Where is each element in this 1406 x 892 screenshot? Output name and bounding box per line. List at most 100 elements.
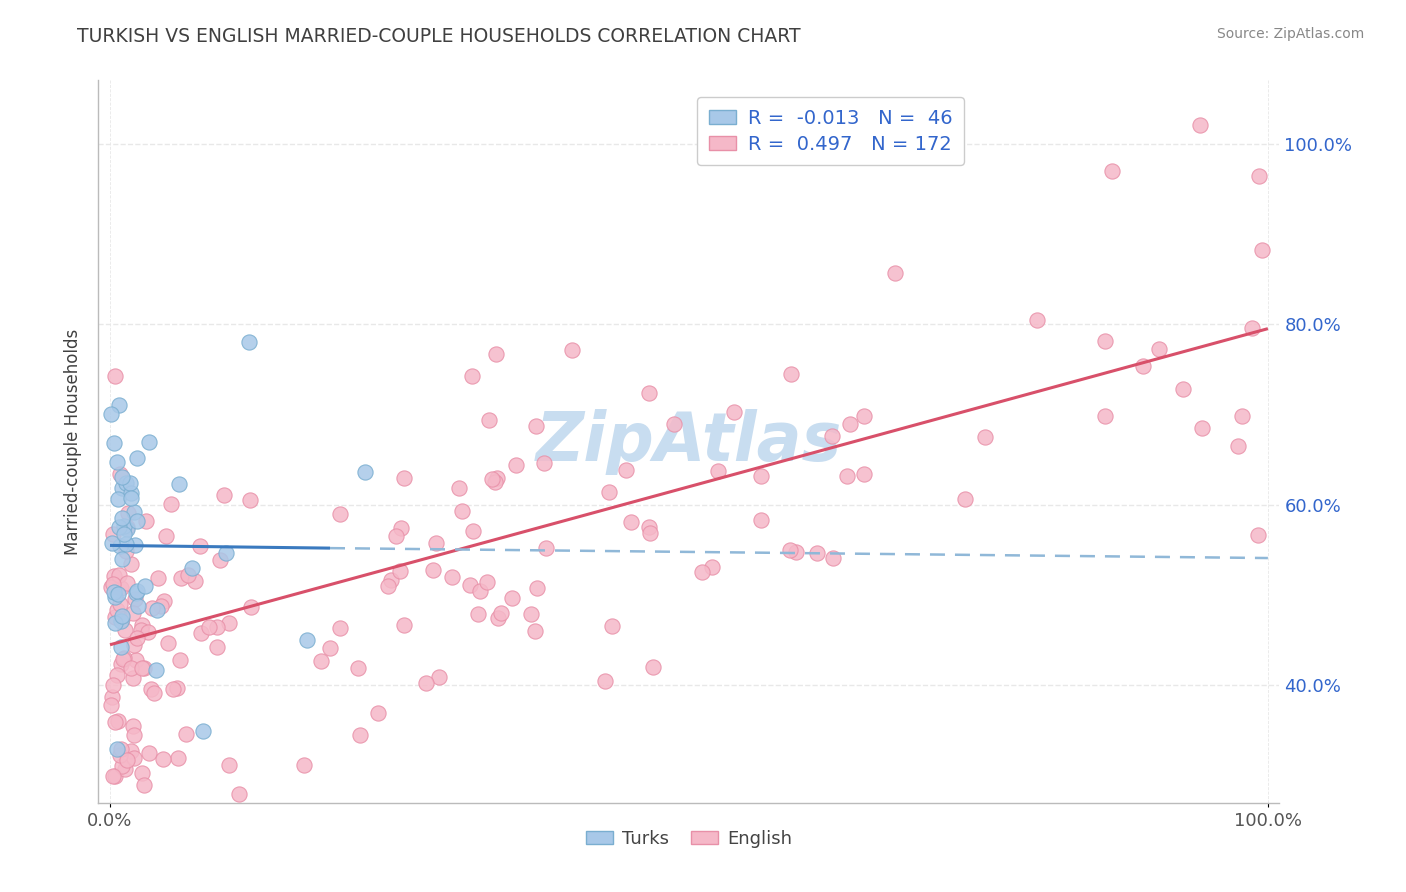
Point <box>485 471 508 485</box>
Point <box>640 526 662 541</box>
Point <box>125 583 148 598</box>
Point <box>533 457 555 471</box>
Point <box>481 472 503 486</box>
Point <box>377 579 399 593</box>
Point <box>127 599 149 614</box>
Point <box>112 518 135 533</box>
Point <box>620 515 643 529</box>
Point <box>120 491 142 505</box>
Point <box>785 544 807 558</box>
Point <box>120 557 142 571</box>
Point <box>105 603 128 617</box>
Point <box>136 624 159 639</box>
Point <box>218 616 240 631</box>
Point <box>146 571 169 585</box>
Point <box>1026 313 1049 327</box>
Point <box>153 594 176 608</box>
Point <box>707 464 730 478</box>
Point <box>1094 409 1116 424</box>
Text: ZipAtlas: ZipAtlas <box>536 409 842 475</box>
Point <box>138 435 160 450</box>
Point <box>101 527 124 541</box>
Point <box>319 641 342 656</box>
Point <box>207 640 229 654</box>
Point <box>114 624 136 638</box>
Point <box>108 520 131 534</box>
Point <box>120 744 142 758</box>
Point <box>598 485 620 500</box>
Point <box>780 367 803 381</box>
Point <box>162 682 184 697</box>
Point <box>104 769 127 783</box>
Point <box>125 585 148 599</box>
Point <box>131 661 153 675</box>
Point <box>329 507 352 521</box>
Point <box>392 471 415 485</box>
Point <box>145 603 167 617</box>
Point <box>389 564 412 578</box>
Point <box>853 409 876 423</box>
Y-axis label: Married-couple Households: Married-couple Households <box>63 328 82 555</box>
Point <box>103 568 125 582</box>
Point <box>643 660 665 674</box>
Point <box>115 522 138 536</box>
Point <box>384 529 406 543</box>
Point <box>600 618 623 632</box>
Point <box>169 653 191 667</box>
Point <box>103 585 125 599</box>
Point <box>1132 359 1154 373</box>
Point <box>141 601 163 615</box>
Point <box>700 560 723 574</box>
Point <box>526 581 548 595</box>
Point <box>883 266 905 280</box>
Text: TURKISH VS ENGLISH MARRIED-COUPLE HOUSEHOLDS CORRELATION CHART: TURKISH VS ENGLISH MARRIED-COUPLE HOUSEH… <box>77 27 801 45</box>
Point <box>1191 421 1213 435</box>
Point <box>422 563 444 577</box>
Point <box>125 653 148 667</box>
Point <box>124 751 146 765</box>
Point <box>468 583 491 598</box>
Point <box>107 714 129 728</box>
Point <box>103 678 125 692</box>
Point <box>115 544 138 558</box>
Point <box>524 419 547 434</box>
Point <box>228 787 250 801</box>
Point <box>450 504 472 518</box>
Point <box>380 573 402 587</box>
Point <box>101 690 124 704</box>
Point <box>198 620 221 634</box>
Point <box>427 670 450 684</box>
Point <box>107 398 129 412</box>
Point <box>167 751 190 765</box>
Point <box>240 600 263 615</box>
Point <box>425 536 447 550</box>
Point <box>110 539 132 553</box>
Point <box>638 520 661 534</box>
Point <box>953 491 976 506</box>
Point <box>112 651 135 665</box>
Point <box>1251 243 1274 257</box>
Point <box>415 676 437 690</box>
Point <box>124 538 146 552</box>
Point <box>132 661 155 675</box>
Point <box>779 543 801 558</box>
Point <box>104 369 127 384</box>
Point <box>108 467 131 481</box>
Point <box>114 762 136 776</box>
Point <box>105 668 128 682</box>
Point <box>1171 382 1194 396</box>
Point <box>440 570 463 584</box>
Point <box>110 581 132 595</box>
Point <box>593 673 616 688</box>
Point <box>367 706 389 721</box>
Text: Source: ZipAtlas.com: Source: ZipAtlas.com <box>1216 27 1364 41</box>
Point <box>127 514 149 528</box>
Point <box>1247 527 1270 541</box>
Point <box>125 631 148 645</box>
Point <box>1189 119 1212 133</box>
Legend: Turks, English: Turks, English <box>579 822 799 855</box>
Point <box>155 529 177 543</box>
Point <box>115 520 138 534</box>
Point <box>122 505 145 519</box>
Point <box>485 347 508 361</box>
